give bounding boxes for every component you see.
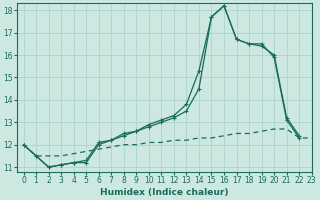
X-axis label: Humidex (Indice chaleur): Humidex (Indice chaleur) (100, 188, 229, 197)
